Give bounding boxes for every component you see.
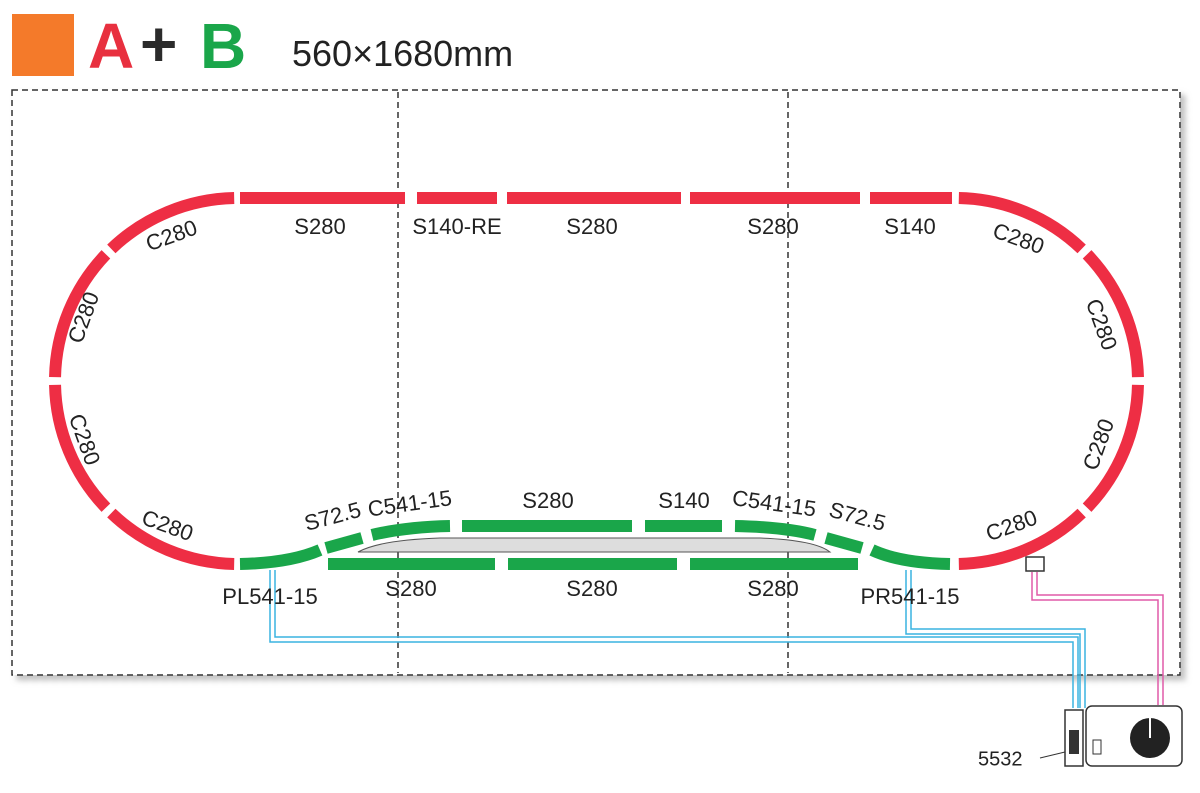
track-label: PR541-15 xyxy=(860,584,959,609)
rail-piece xyxy=(1082,250,1144,378)
rail-piece xyxy=(1082,384,1144,512)
rail-piece xyxy=(958,192,1086,254)
size: 560×1680mm xyxy=(292,33,513,74)
rail-piece xyxy=(824,532,864,554)
track-label: S140 xyxy=(658,488,709,513)
rail-piece xyxy=(49,384,111,512)
track-label: S280 xyxy=(566,576,617,601)
letter-a: A xyxy=(88,10,134,82)
track-label: S140 xyxy=(884,214,935,239)
leader xyxy=(1039,751,1066,759)
rail-piece xyxy=(958,508,1086,570)
track-label: S280 xyxy=(294,214,345,239)
rail-piece xyxy=(239,544,323,570)
switch xyxy=(1092,739,1102,755)
track-label: S140-RE xyxy=(412,214,501,239)
rail-piece xyxy=(734,520,817,541)
rail-piece xyxy=(370,520,451,541)
platform xyxy=(357,537,832,553)
letter-b: B xyxy=(200,10,246,82)
rail-piece xyxy=(324,532,364,554)
track-label: S280 xyxy=(566,214,617,239)
connector xyxy=(1025,556,1045,572)
badge xyxy=(12,14,74,76)
track-label: S280 xyxy=(385,576,436,601)
rail-piece xyxy=(107,508,235,570)
track-label: S280 xyxy=(747,576,798,601)
board xyxy=(11,89,1181,676)
rail-piece xyxy=(869,544,951,570)
track-label: S280 xyxy=(747,214,798,239)
rail-piece xyxy=(107,192,235,254)
track-label: S280 xyxy=(522,488,573,513)
track xyxy=(49,192,1144,570)
feeder-switch xyxy=(1069,730,1079,754)
wires xyxy=(269,570,1164,708)
controller-label: 5532 xyxy=(978,748,1023,770)
plus: + xyxy=(140,8,177,80)
track-label: PL541-15 xyxy=(222,584,317,609)
rail-piece xyxy=(49,250,111,378)
